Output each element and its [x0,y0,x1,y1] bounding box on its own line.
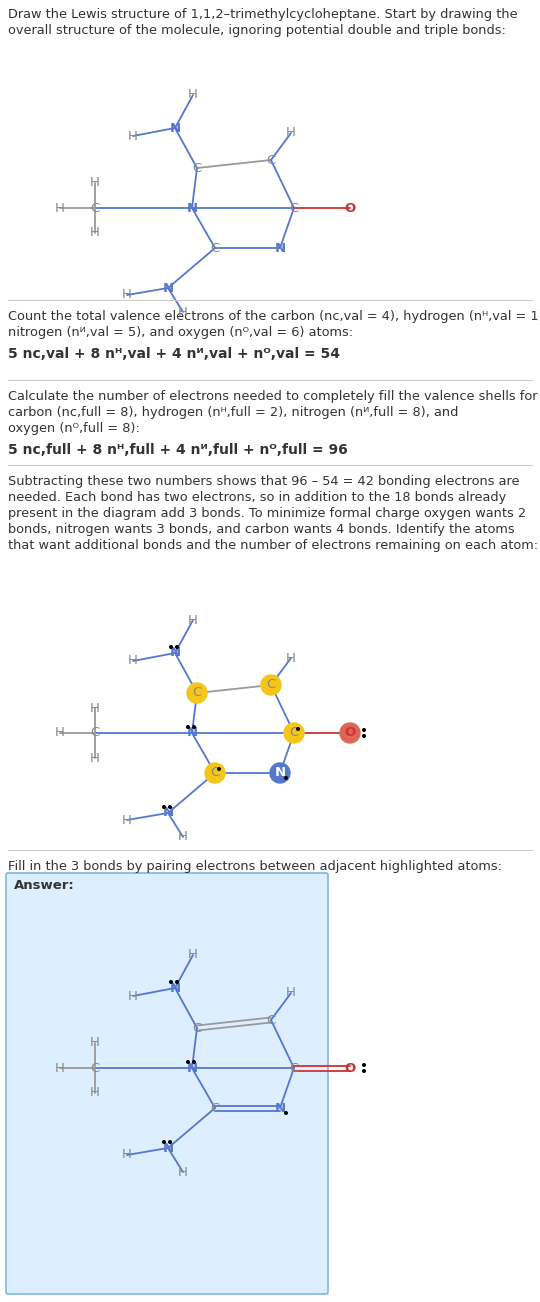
Text: H: H [178,1165,188,1178]
Text: C: C [192,161,201,174]
Circle shape [205,763,225,783]
Text: N: N [274,241,286,254]
Circle shape [187,725,190,728]
Circle shape [270,763,290,783]
Circle shape [163,1141,165,1143]
Circle shape [261,674,281,695]
Circle shape [163,806,165,809]
Text: Subtracting these two numbers shows that 96 – 54 = 42 bonding electrons are: Subtracting these two numbers shows that… [8,475,519,488]
Text: oxygen (nᴼ,full = 8):: oxygen (nᴼ,full = 8): [8,422,140,435]
Circle shape [363,734,365,737]
Text: H: H [90,1086,100,1099]
Text: O: O [345,202,356,215]
Circle shape [340,723,360,743]
Text: C: C [266,678,275,691]
Text: Fill in the 3 bonds by pairing electrons between adjacent highlighted atoms:: Fill in the 3 bonds by pairing electrons… [8,861,502,874]
Text: H: H [128,990,138,1003]
Text: C: C [192,1022,201,1035]
Text: C: C [90,727,99,740]
Text: carbon (nᴄ,full = 8), hydrogen (nᴴ,full = 2), nitrogen (nᴻ,full = 8), and: carbon (nᴄ,full = 8), hydrogen (nᴴ,full … [8,406,458,419]
Text: C: C [211,1101,220,1115]
Text: H: H [178,831,188,844]
Text: H: H [55,202,65,215]
Text: H: H [55,727,65,740]
Circle shape [363,729,365,732]
Text: N: N [163,1142,173,1155]
Circle shape [363,1070,365,1073]
Text: H: H [286,651,296,664]
Text: H: H [188,89,198,102]
Text: H: H [90,1036,100,1049]
Text: H: H [122,814,132,827]
Text: 5 nᴄ,val + 8 nᴴ,val + 4 nᴻ,val + nᴼ,val = 54: 5 nᴄ,val + 8 nᴴ,val + 4 nᴻ,val + nᴼ,val … [8,348,340,361]
Text: H: H [90,702,100,715]
Text: N: N [163,806,173,819]
Text: N: N [163,281,173,294]
Text: Answer:: Answer: [14,879,75,892]
Text: H: H [286,987,296,1000]
Text: C: C [192,686,201,699]
Text: H: H [128,129,138,142]
Circle shape [176,646,178,648]
Text: that want additional bonds and the number of electrons remaining on each atom:: that want additional bonds and the numbe… [8,539,538,552]
Text: H: H [55,1061,65,1074]
Circle shape [193,725,195,728]
Text: C: C [266,1013,275,1026]
Text: N: N [186,727,198,740]
Circle shape [170,646,172,648]
Text: C: C [90,1061,99,1074]
Text: Draw the Lewis structure of 1,1,2–trimethylcycloheptane. Start by drawing the: Draw the Lewis structure of 1,1,2–trimet… [8,8,518,21]
Circle shape [363,1064,365,1066]
Text: H: H [286,126,296,139]
Circle shape [218,768,220,771]
Text: N: N [170,121,180,134]
Text: H: H [128,655,138,668]
Text: C: C [289,1061,299,1074]
Text: Calculate the number of electrons needed to completely fill the valence shells f: Calculate the number of electrons needed… [8,391,537,404]
Text: C: C [211,241,220,254]
Circle shape [285,1112,287,1115]
Text: C: C [289,202,299,215]
Text: Count the total valence electrons of the carbon (nᴄ,val = 4), hydrogen (nᴴ,val =: Count the total valence electrons of the… [8,310,540,323]
Text: O: O [345,1061,356,1074]
Circle shape [168,1141,171,1143]
Text: needed. Each bond has two electrons, so in addition to the 18 bonds already: needed. Each bond has two electrons, so … [8,491,507,504]
Text: H: H [188,948,198,961]
Text: C: C [90,202,99,215]
Text: nitrogen (nᴻ,val = 5), and oxygen (nᴼ,val = 6) atoms:: nitrogen (nᴻ,val = 5), and oxygen (nᴼ,va… [8,326,353,339]
Text: N: N [186,202,198,215]
Text: O: O [345,727,356,740]
Text: overall structure of the molecule, ignoring potential double and triple bonds:: overall structure of the molecule, ignor… [8,23,506,36]
Text: H: H [122,289,132,302]
Text: N: N [274,767,286,780]
Text: N: N [274,1101,286,1115]
Circle shape [176,980,178,983]
Text: H: H [188,613,198,626]
Text: H: H [122,1148,132,1161]
Circle shape [187,684,207,703]
FancyBboxPatch shape [6,874,328,1294]
Text: 5 nᴄ,full + 8 nᴴ,full + 4 nᴻ,full + nᴼ,full = 96: 5 nᴄ,full + 8 nᴴ,full + 4 nᴻ,full + nᴼ,f… [8,443,348,457]
Circle shape [193,1061,195,1064]
Text: H: H [90,227,100,240]
Circle shape [285,777,287,780]
Text: N: N [170,982,180,995]
Text: N: N [186,1061,198,1074]
Text: H: H [90,177,100,190]
Circle shape [187,1061,190,1064]
Text: C: C [289,727,299,740]
Text: C: C [266,154,275,167]
Text: present in the diagram add 3 bonds. To minimize formal charge oxygen wants 2: present in the diagram add 3 bonds. To m… [8,506,526,519]
Circle shape [296,728,299,730]
Text: N: N [170,647,180,660]
Circle shape [168,806,171,809]
Text: bonds, nitrogen wants 3 bonds, and carbon wants 4 bonds. Identify the atoms: bonds, nitrogen wants 3 bonds, and carbo… [8,523,515,536]
Text: H: H [90,751,100,764]
Circle shape [284,723,304,743]
Circle shape [170,980,172,983]
Text: H: H [178,306,188,319]
Text: C: C [211,767,220,780]
